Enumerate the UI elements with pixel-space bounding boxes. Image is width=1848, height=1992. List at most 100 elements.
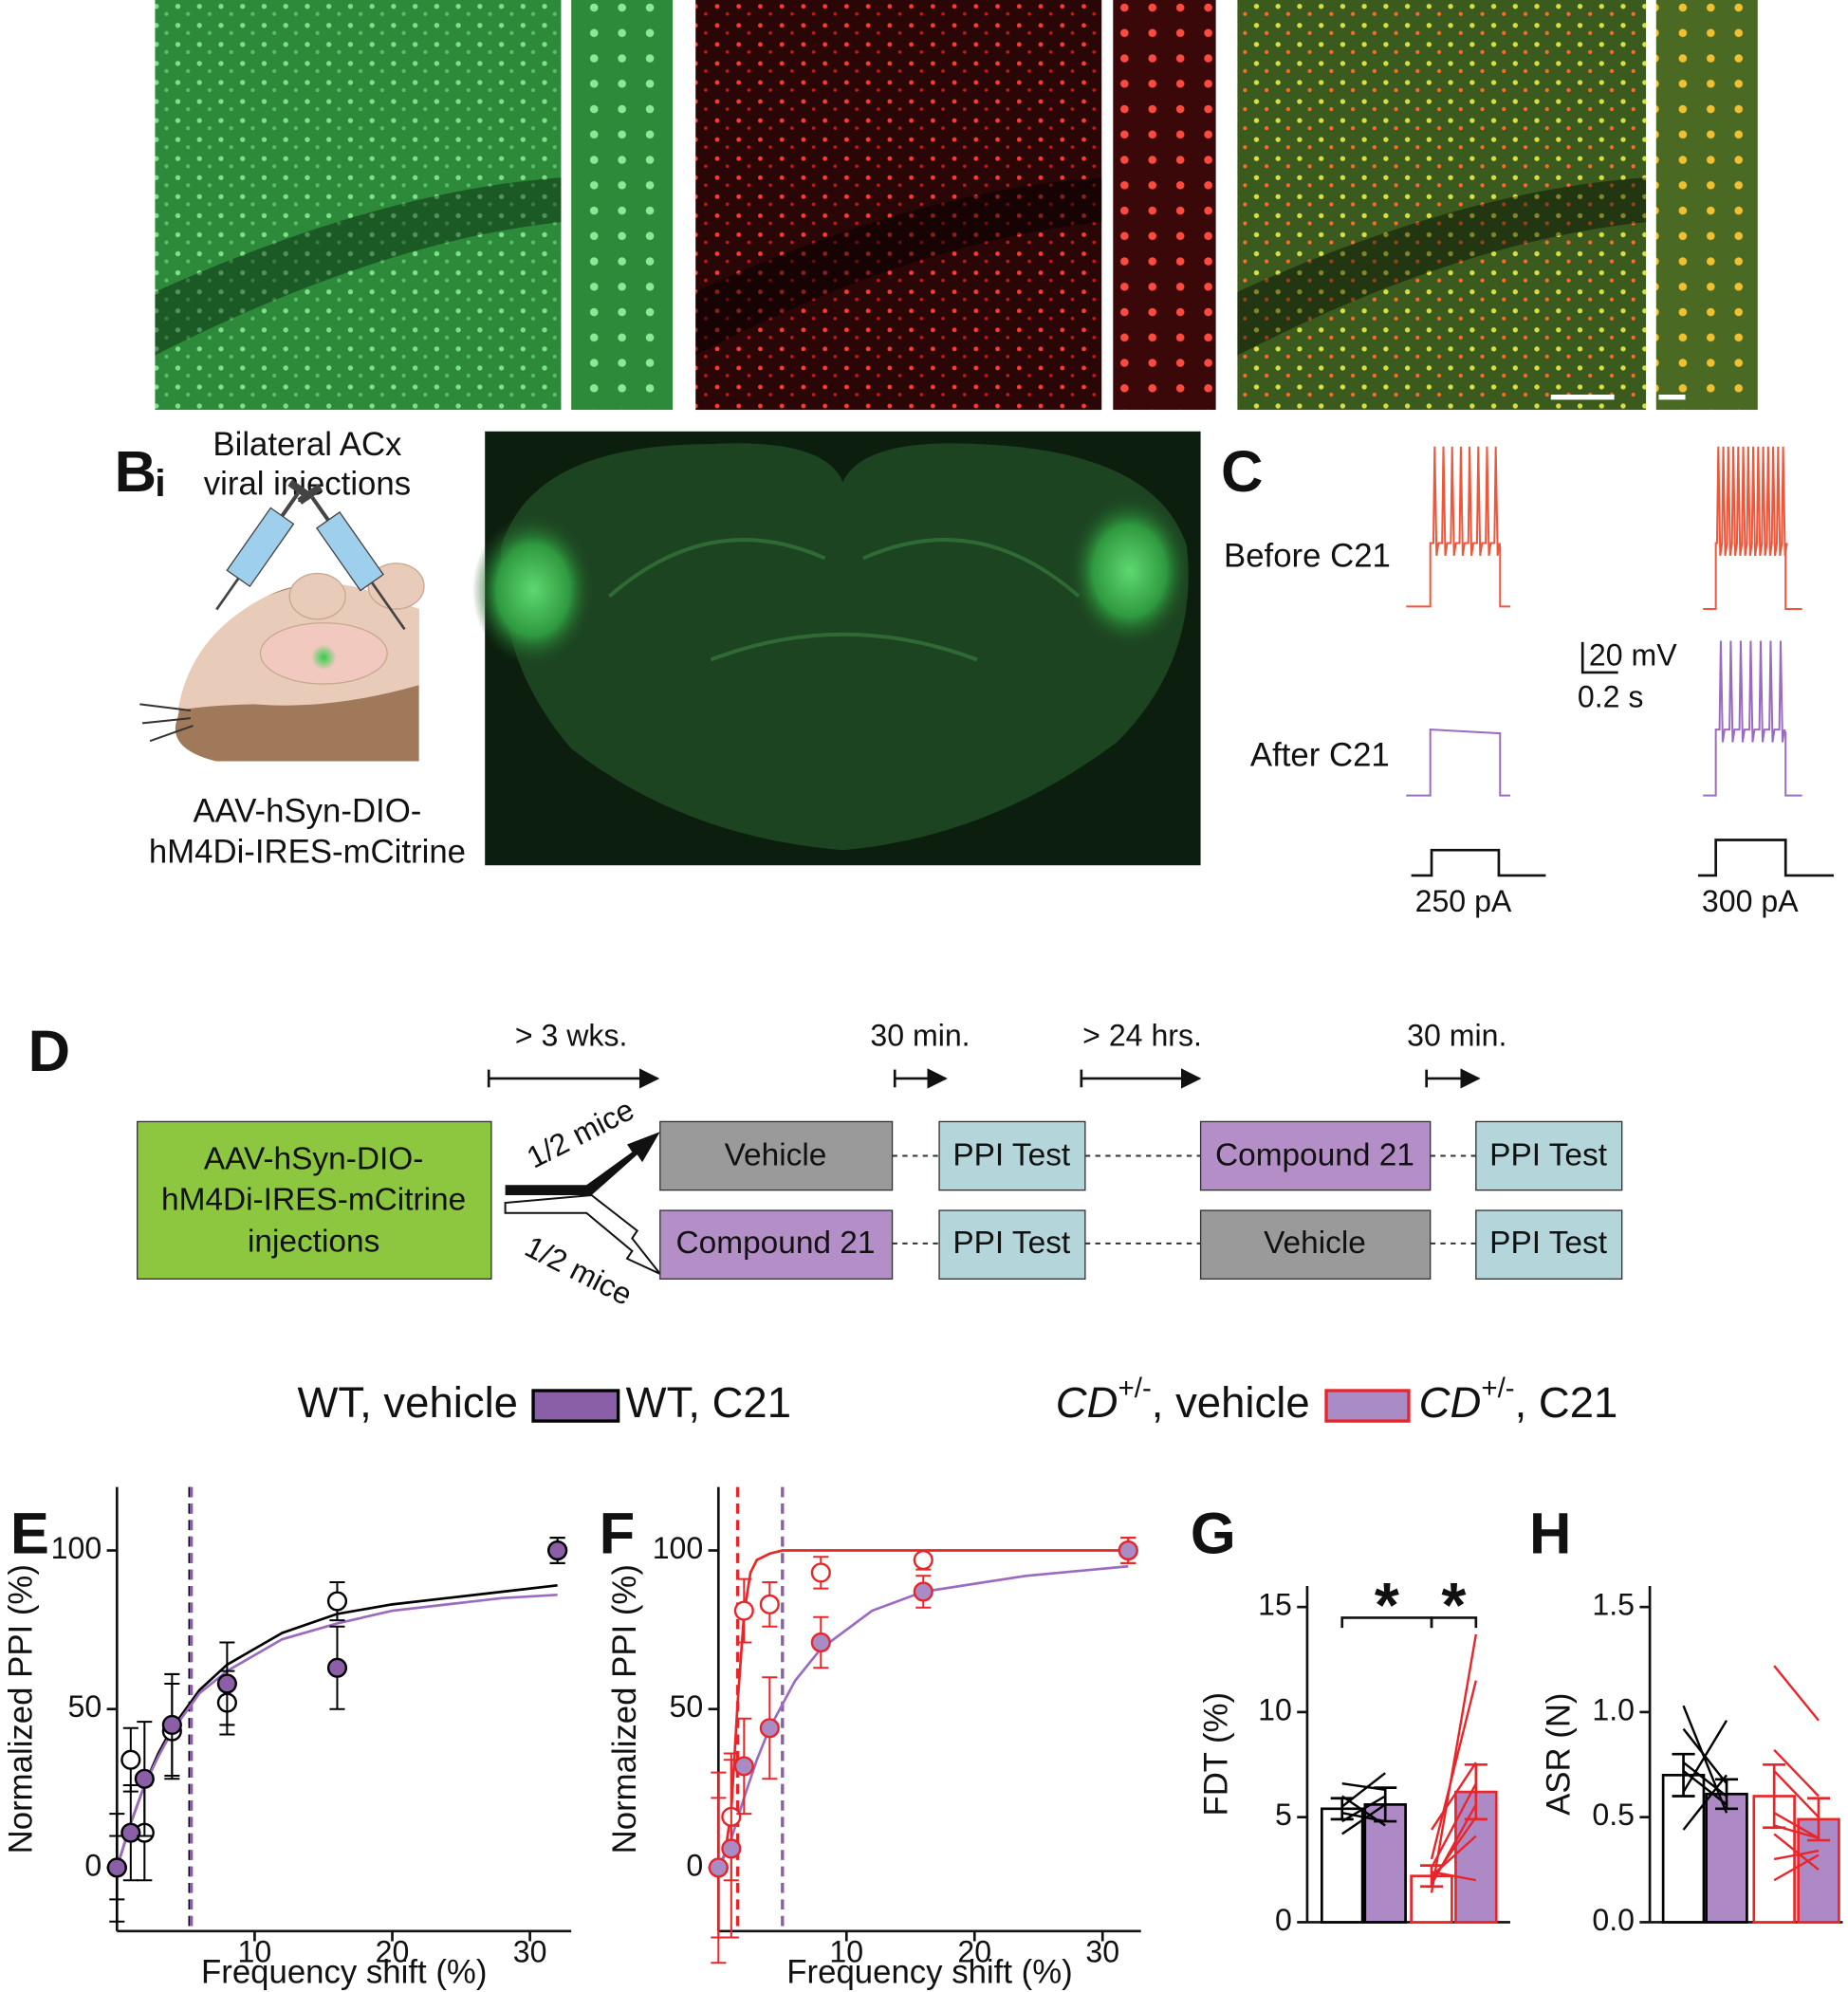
y-tick-label: 50 xyxy=(68,1689,102,1724)
paired-line xyxy=(1682,1761,1728,1798)
paired-line xyxy=(1341,1803,1386,1835)
data-point xyxy=(1118,1540,1138,1561)
interval-label: > 3 wks. xyxy=(515,1019,628,1053)
x-tick-label: 10 xyxy=(238,1934,272,1968)
data-point xyxy=(326,1657,348,1678)
step-text: Vehicle xyxy=(725,1138,827,1173)
paired-line xyxy=(1341,1795,1386,1823)
data-point xyxy=(708,1857,729,1878)
step-box xyxy=(938,1120,1086,1191)
y-tick-label: 10 xyxy=(1258,1692,1292,1726)
brain-section xyxy=(471,431,1201,866)
paired-line xyxy=(1430,1633,1478,1893)
data-point xyxy=(106,1857,127,1878)
panel-label: G xyxy=(1191,1501,1236,1566)
bar xyxy=(1705,1792,1748,1924)
voltage-trace xyxy=(1406,446,1510,608)
paired-line xyxy=(1682,1720,1728,1793)
x-tick-label: 20 xyxy=(957,1934,991,1968)
y-tick-label: 0.5 xyxy=(1592,1798,1635,1832)
panel-label: E xyxy=(10,1501,49,1566)
step-box xyxy=(659,1209,894,1280)
y-axis-label: Normalized PPI (%) xyxy=(607,1564,643,1854)
paired-line xyxy=(1340,1772,1386,1808)
y-tick-label: 15 xyxy=(1258,1588,1292,1622)
paired-line xyxy=(1773,1833,1820,1871)
y-tick-label: 0.0 xyxy=(1592,1903,1635,1937)
panel-sublabel: i xyxy=(155,462,165,505)
y-axis-label: ASR (N) xyxy=(1542,1693,1578,1816)
condition-label: After C21 xyxy=(1250,738,1390,774)
y-tick-label: 50 xyxy=(670,1689,704,1724)
y-tick-label: 100 xyxy=(51,1531,102,1565)
significance-star: * xyxy=(1375,1570,1399,1641)
micrographs xyxy=(155,0,1758,411)
scale-bar xyxy=(1580,641,1618,674)
legend-swatch xyxy=(531,1389,620,1423)
condition-label: Before C21 xyxy=(1224,539,1391,575)
step-text: Compound 21 xyxy=(1215,1138,1414,1173)
data-point xyxy=(810,1632,831,1653)
fit-curve xyxy=(717,1564,1129,1869)
current-step xyxy=(1697,839,1835,877)
paired-line xyxy=(1430,1782,1477,1869)
y-axis-label: FDT (%) xyxy=(1199,1692,1235,1817)
y-tick-label: 0 xyxy=(686,1848,703,1882)
paired-line xyxy=(1682,1774,1728,1831)
step-text: Compound 21 xyxy=(676,1226,876,1261)
data-point xyxy=(810,1562,831,1583)
timeline-arrows xyxy=(487,1068,1481,1089)
paired-line xyxy=(1773,1748,1820,1798)
construct-text: hM4Di-IRES-mCitrine xyxy=(149,834,466,870)
paired-line xyxy=(1773,1770,1820,1818)
paired-line xyxy=(1773,1854,1820,1882)
voltage-trace xyxy=(1703,640,1802,797)
interval-label: 30 min. xyxy=(870,1019,970,1053)
current-label: 300 pA xyxy=(1702,884,1799,918)
data-point xyxy=(161,1714,182,1736)
data-point xyxy=(216,1673,237,1694)
paired-line xyxy=(1773,1665,1820,1722)
paired-line xyxy=(1430,1680,1478,1860)
step-text: Vehicle xyxy=(1264,1226,1366,1261)
voltage-trace xyxy=(1406,729,1510,797)
panel-label: D xyxy=(28,1019,70,1084)
interval-label: > 24 hrs. xyxy=(1082,1019,1202,1053)
scale-label: 0.2 s xyxy=(1578,679,1644,713)
x-tick-label: 30 xyxy=(1085,1934,1119,1968)
significance-star: * xyxy=(1441,1570,1466,1641)
injection-text: Bilateral ACx xyxy=(213,427,402,463)
step-box xyxy=(938,1209,1086,1280)
y-tick-label: 0 xyxy=(1275,1903,1292,1937)
bar xyxy=(1661,1774,1706,1924)
injection-box xyxy=(137,1120,492,1280)
step-text: PPI Test xyxy=(1489,1226,1608,1261)
interval-label: 30 min. xyxy=(1407,1019,1506,1053)
x-tick-label: 20 xyxy=(376,1934,410,1968)
step-box xyxy=(1475,1120,1623,1191)
construct-text: AAV-hSyn-DIO- xyxy=(194,794,422,830)
data-point xyxy=(120,1822,141,1843)
box-text: hM4Di-IRES-mCitrine xyxy=(161,1183,466,1218)
current-label: 250 pA xyxy=(1415,884,1512,918)
bar xyxy=(1320,1807,1364,1924)
step-text: PPI Test xyxy=(952,1226,1071,1261)
data-point xyxy=(733,1600,754,1621)
data-point xyxy=(547,1540,568,1561)
step-text: PPI Test xyxy=(952,1138,1071,1173)
traces xyxy=(1406,446,1802,797)
paired-line xyxy=(1431,1871,1477,1882)
legend-label: WT, C21 xyxy=(626,1378,791,1427)
box-text: AAV-hSyn-DIO- xyxy=(204,1142,424,1177)
significance-bracket xyxy=(1430,1616,1478,1629)
y-axis-label: Normalized PPI (%) xyxy=(4,1564,40,1854)
step-box xyxy=(1199,1120,1432,1191)
x-tick-label: 30 xyxy=(513,1934,547,1968)
panel-label: H xyxy=(1529,1501,1571,1566)
y-tick-label: 0 xyxy=(84,1848,102,1882)
data-point xyxy=(326,1591,348,1612)
legend-label: WT, vehicle xyxy=(298,1378,518,1427)
paired-line xyxy=(1431,1761,1477,1831)
y-tick-label: 100 xyxy=(653,1531,704,1565)
